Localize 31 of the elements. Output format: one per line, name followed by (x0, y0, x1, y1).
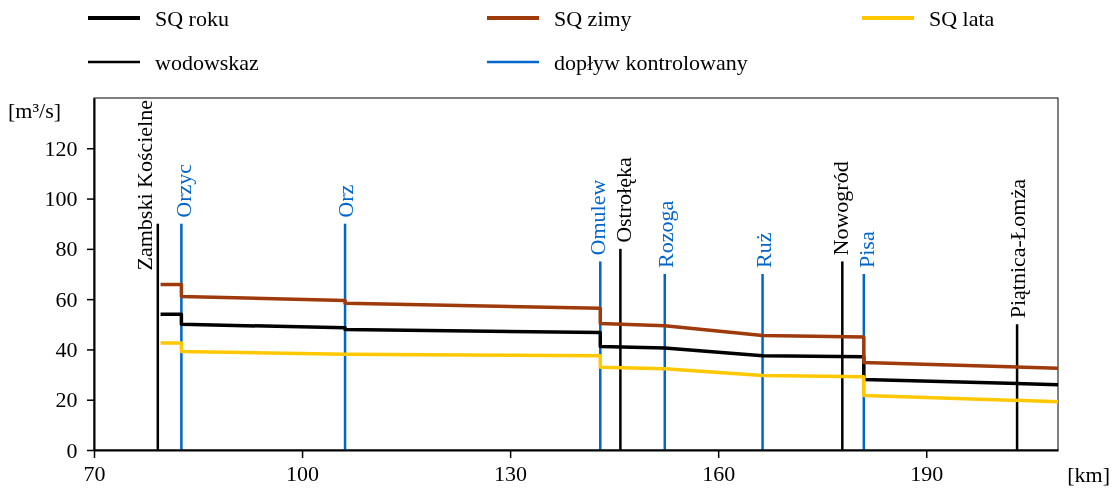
annotation: Rozoga (652, 200, 678, 268)
x-tick-label: 130 (494, 460, 528, 486)
y-tick-label: 0 (66, 437, 78, 463)
x-tick-label: 160 (702, 460, 736, 486)
x-axis-title: [km] (1067, 462, 1110, 487)
legend-label: SQ roku (155, 5, 229, 31)
legend-label: dopływ kontrolowany (554, 49, 748, 75)
y-axis-title: [m³/s] (8, 98, 62, 123)
annotation: Piątnica-Łomża (1004, 178, 1030, 319)
line-series (158, 341, 1060, 404)
legend-label: SQ zimy (554, 5, 632, 31)
x-tick-label: 190 (910, 460, 944, 486)
annotation: Ruż (750, 232, 776, 268)
y-tick-label: 80 (55, 236, 78, 262)
y-tick-label: 20 (55, 387, 78, 413)
y-tick-label: 120 (44, 135, 78, 161)
annotation: Nowogród (827, 161, 853, 256)
annotation: Orz (332, 184, 358, 218)
annotation: Orzyc (170, 163, 196, 218)
legend-label: wodowskaz (155, 49, 260, 75)
annotation: Zambski Kościelne (131, 100, 157, 271)
y-tick-label: 40 (55, 336, 78, 362)
legend-label: SQ lata (929, 5, 995, 31)
bar (761, 274, 764, 450)
x-tick-label: 70 (83, 460, 106, 486)
y-tick-label: 60 (55, 286, 78, 312)
x-tick-label: 100 (286, 460, 320, 486)
annotation: Pisa (853, 231, 879, 268)
annotation: Omulew (584, 179, 610, 256)
annotation: Ostrołęka (610, 157, 636, 243)
y-tick-label: 100 (44, 186, 78, 212)
